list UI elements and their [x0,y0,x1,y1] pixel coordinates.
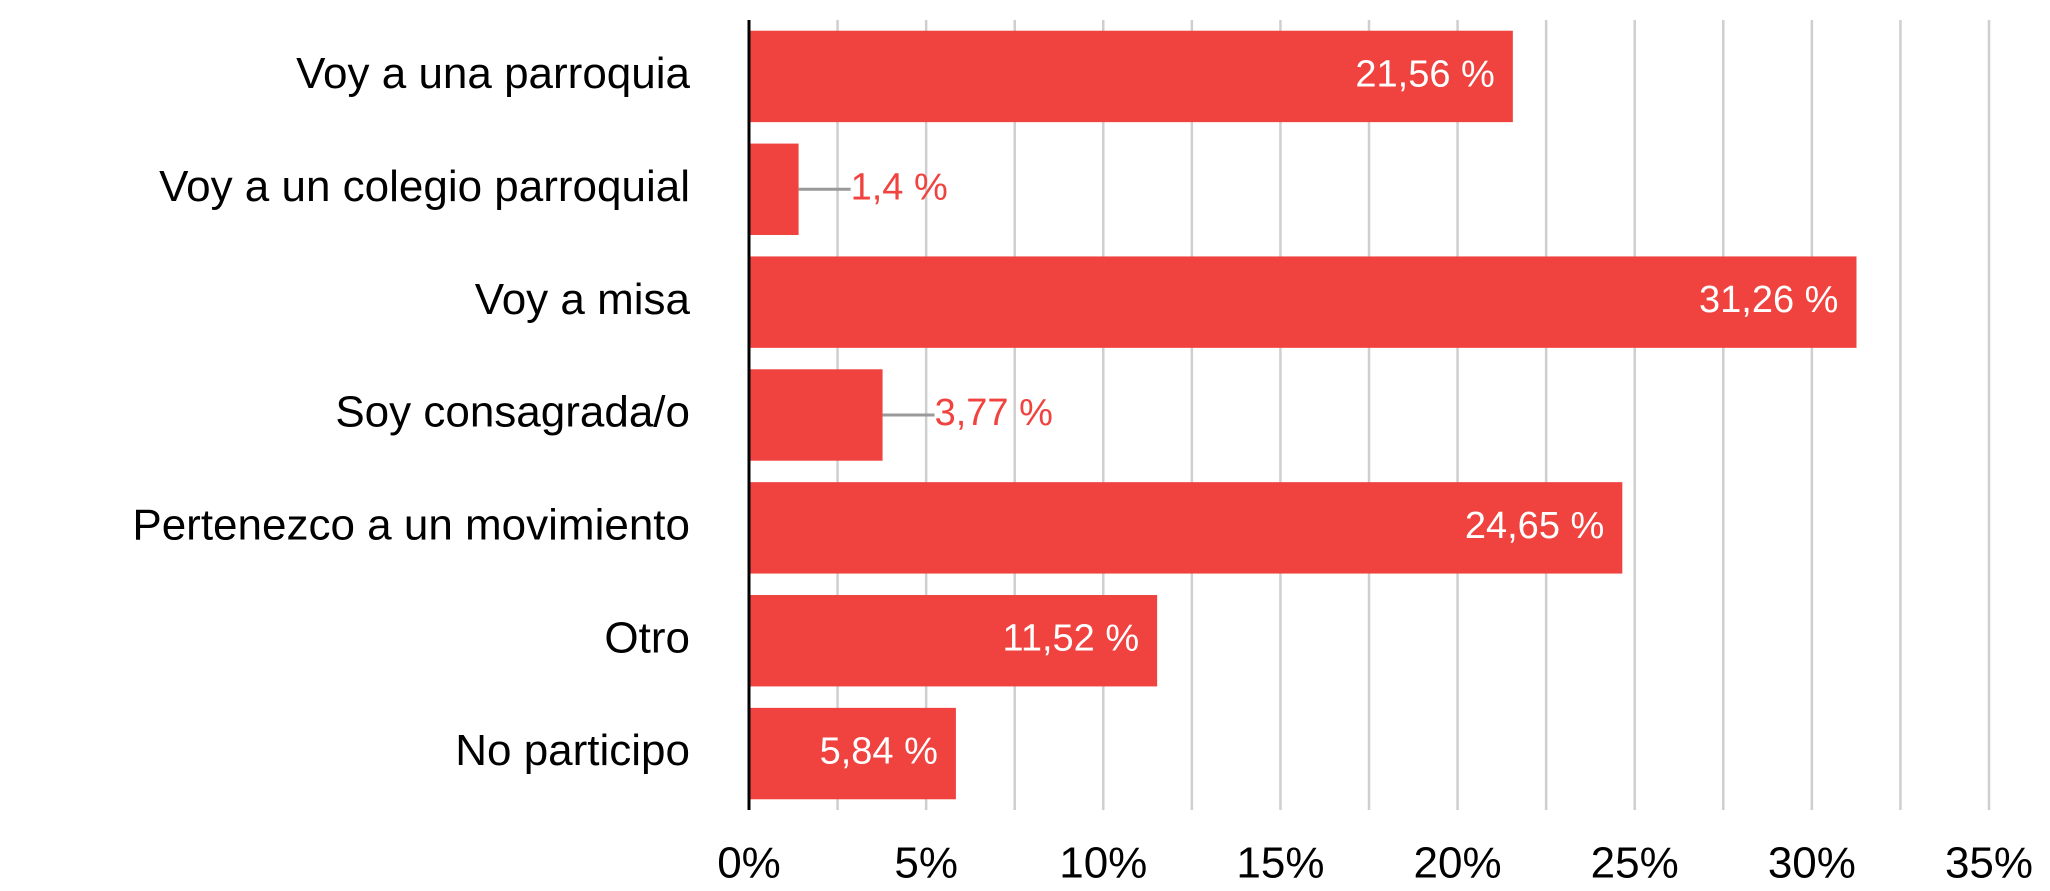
value-label: 24,65 % [1465,505,1604,547]
value-label: 21,56 % [1355,53,1494,95]
y-tick-label: Voy a misa [475,275,691,324]
bar [749,595,1158,687]
y-tick-label: No participo [455,726,690,775]
value-label: 11,52 % [1003,618,1140,660]
value-label: 5,84 % [820,731,938,773]
value-label: 1,4 % [851,166,948,208]
bar [749,30,1513,123]
x-tick-label: 35% [1945,839,2033,888]
y-tick-label: Voy a una parroquia [296,49,690,98]
x-tick-label: 15% [1236,839,1324,888]
y-tick-label: Soy consagrada/o [335,388,690,437]
value-label: 31,26 % [1699,279,1838,321]
bar [749,482,1623,574]
x-tick-label: 0% [717,839,781,888]
x-tick-label: 5% [894,839,958,888]
y-tick-label: Otro [604,613,690,662]
x-tick-label: 25% [1591,839,1679,888]
bar [749,143,799,235]
y-tick-label: Pertenezco a un movimiento [132,500,690,549]
bar [749,369,883,461]
x-tick-label: 30% [1768,839,1856,888]
y-tick-label: Voy a un colegio parroquial [159,162,690,211]
x-tick-label: 10% [1059,839,1147,888]
bar [749,256,1857,348]
bar [749,707,956,800]
x-tick-label: 20% [1414,839,1502,888]
value-label: 3,77 % [935,392,1053,434]
